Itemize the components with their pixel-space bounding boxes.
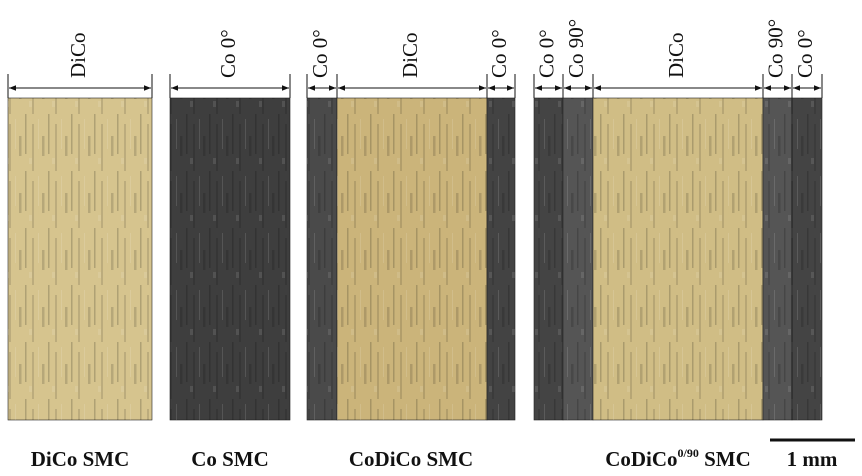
layer-texture xyxy=(170,98,290,420)
caption-text: CoDiCo SMC xyxy=(349,447,473,471)
layer-texture xyxy=(534,98,563,420)
layer-label: Co 90° xyxy=(763,19,787,78)
layer-texture xyxy=(792,98,822,420)
caption-text: Co SMC xyxy=(191,447,269,471)
layer-texture xyxy=(593,98,763,420)
layer-label: Co 0° xyxy=(534,29,558,78)
panel: Co 0° Co SMC xyxy=(170,29,290,471)
layer-label: Co 0° xyxy=(487,29,511,78)
panel: Co 0° DiCo Co 0° CoDiCo SMC xyxy=(307,29,515,471)
layer-label: DiCo xyxy=(664,32,688,78)
figure: 1 mm DiCoDiCo SMCCo 0°Co SMCCo 0°DiCoCo … xyxy=(0,0,862,476)
layer-label: Co 0° xyxy=(308,29,332,78)
panel-caption: CoDiCo SMC xyxy=(349,447,473,471)
layer-texture xyxy=(307,98,337,420)
layer-texture xyxy=(487,98,515,420)
layer-label: Co 0° xyxy=(216,29,240,78)
caption-superscript: 0/90 xyxy=(678,446,699,460)
scale-bar: 1 mm xyxy=(770,440,855,471)
layer-label: Co 0° xyxy=(793,29,817,78)
layer-label: DiCo xyxy=(398,32,422,78)
panel: DiCo DiCo SMC xyxy=(8,32,152,471)
layer-label: DiCo xyxy=(66,32,90,78)
panel-caption: Co SMC xyxy=(191,447,269,471)
caption-suffix: SMC xyxy=(704,447,751,471)
layer-texture xyxy=(763,98,792,420)
caption-text: CoDiCo xyxy=(605,447,677,471)
panel-caption: DiCo SMC xyxy=(31,447,130,471)
layer-texture xyxy=(8,98,152,420)
layer-texture xyxy=(563,98,593,420)
caption-text: DiCo SMC xyxy=(31,447,130,471)
panel-caption: CoDiCo0/90 SMC xyxy=(605,446,751,471)
layer-label: Co 90° xyxy=(564,19,588,78)
scale-label: 1 mm xyxy=(787,447,838,471)
layer-texture xyxy=(337,98,487,420)
